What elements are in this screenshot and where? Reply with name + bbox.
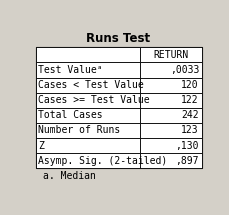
Bar bbox=[36, 93, 140, 108]
Bar bbox=[36, 123, 140, 138]
Text: Cases >= Test Value: Cases >= Test Value bbox=[38, 95, 149, 105]
Bar bbox=[140, 108, 201, 123]
Text: Asymp. Sig. (2-tailed): Asymp. Sig. (2-tailed) bbox=[38, 156, 166, 166]
Bar bbox=[140, 62, 201, 78]
Bar bbox=[140, 78, 201, 93]
Text: Total Cases: Total Cases bbox=[38, 110, 102, 120]
Bar bbox=[36, 153, 140, 168]
Text: Runs Test: Runs Test bbox=[85, 32, 149, 45]
Bar bbox=[36, 62, 140, 78]
Text: 123: 123 bbox=[180, 125, 198, 135]
Text: Z: Z bbox=[38, 141, 44, 150]
Bar bbox=[140, 153, 201, 168]
Bar bbox=[140, 123, 201, 138]
Text: RETURN: RETURN bbox=[153, 50, 188, 60]
Text: a. Median: a. Median bbox=[43, 172, 95, 181]
Text: ,130: ,130 bbox=[175, 141, 198, 150]
Text: 242: 242 bbox=[180, 110, 198, 120]
Text: Cases < Test Value: Cases < Test Value bbox=[38, 80, 143, 90]
Bar bbox=[36, 47, 140, 62]
Bar bbox=[36, 78, 140, 93]
Text: 120: 120 bbox=[180, 80, 198, 90]
Bar bbox=[140, 47, 201, 62]
Bar bbox=[140, 138, 201, 153]
Bar bbox=[36, 47, 201, 168]
Bar bbox=[36, 108, 140, 123]
Text: Test Valueᵃ: Test Valueᵃ bbox=[38, 65, 102, 75]
Text: 122: 122 bbox=[180, 95, 198, 105]
Bar bbox=[36, 138, 140, 153]
Text: ,0033: ,0033 bbox=[169, 65, 198, 75]
Text: ,897: ,897 bbox=[175, 156, 198, 166]
Text: Number of Runs: Number of Runs bbox=[38, 125, 120, 135]
Bar bbox=[140, 93, 201, 108]
